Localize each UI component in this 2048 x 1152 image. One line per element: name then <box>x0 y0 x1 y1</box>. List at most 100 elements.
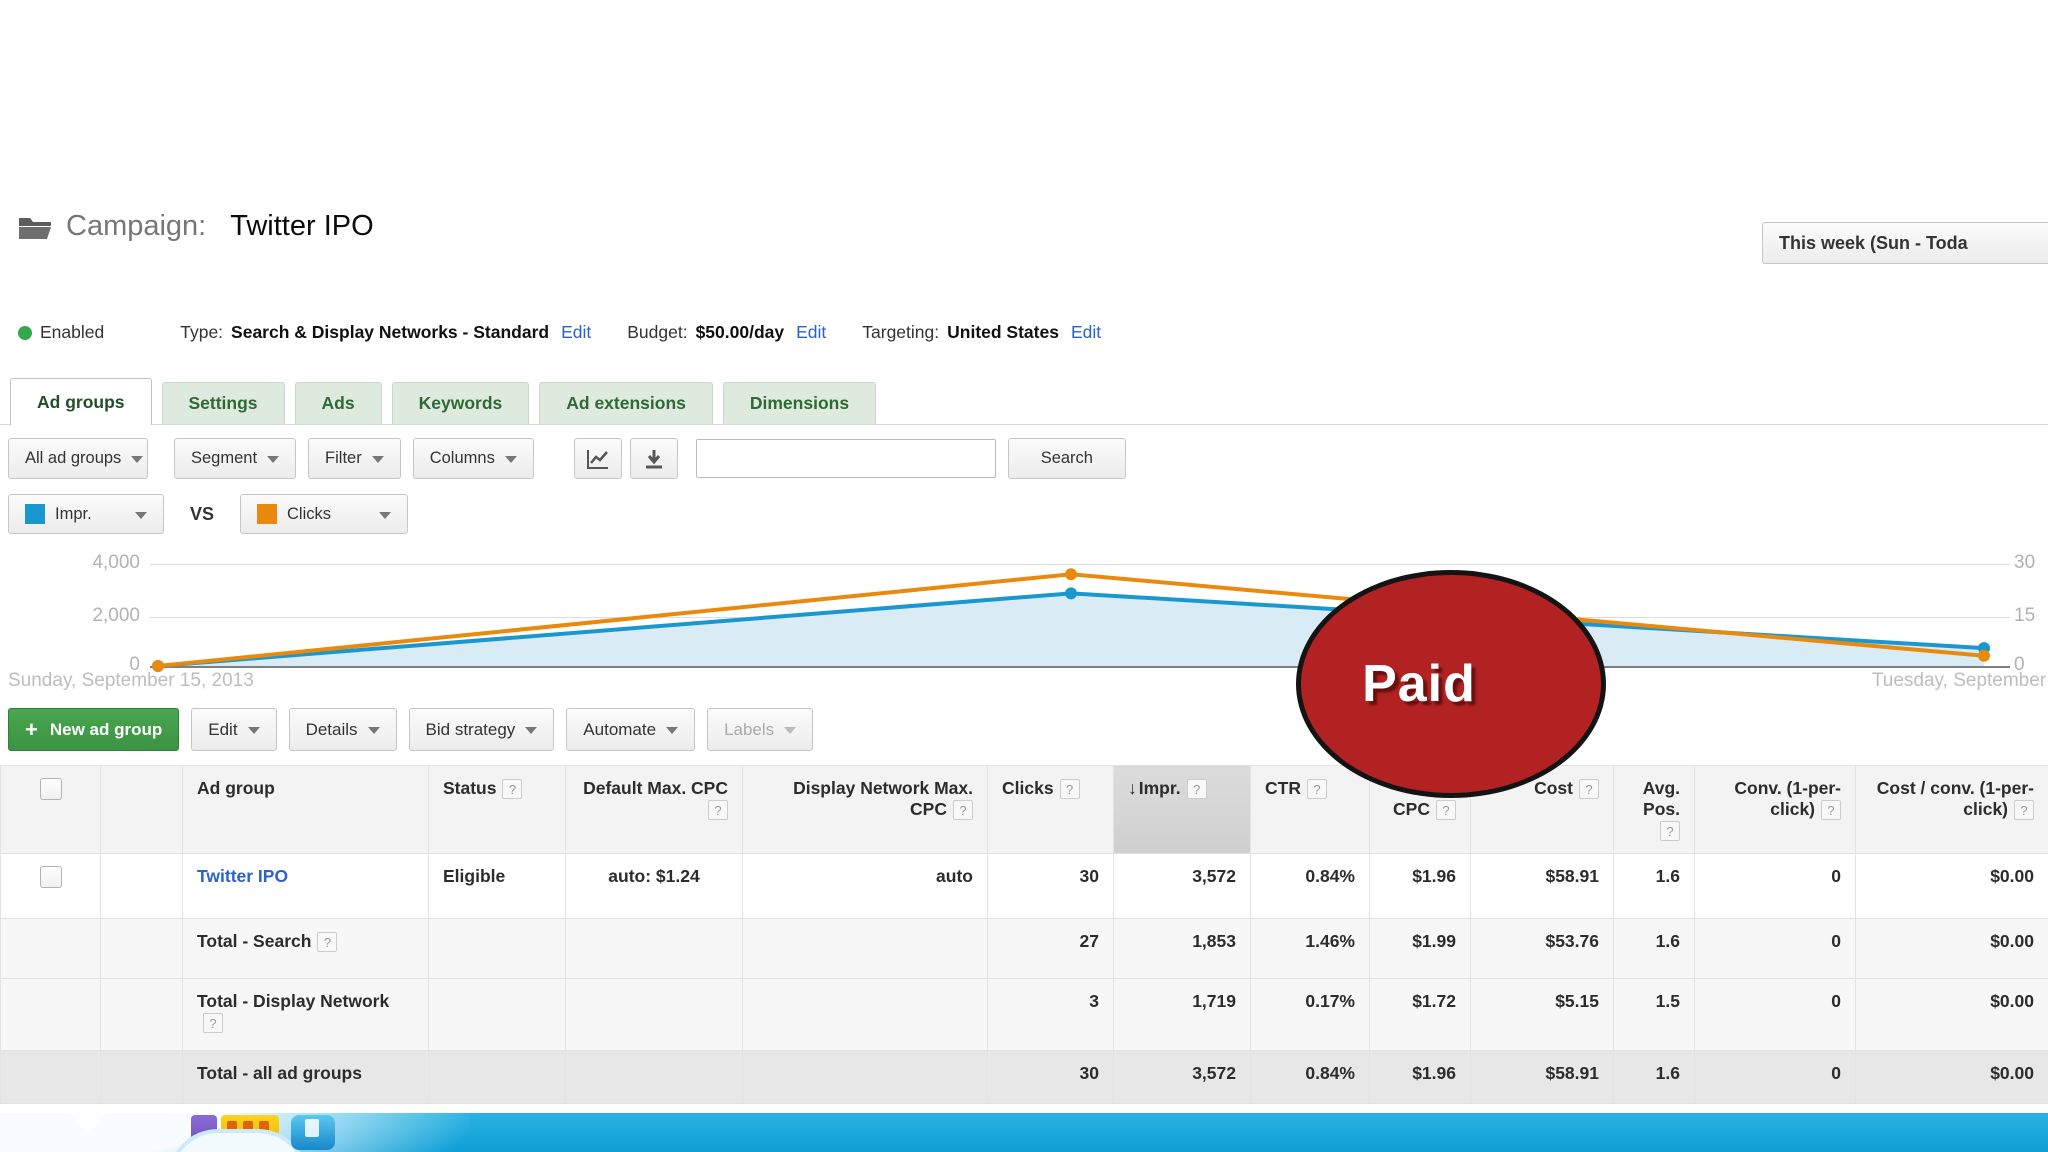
campaign-targeting: Targeting: United States Edit <box>862 322 1101 343</box>
col-header-ctr[interactable]: CTR? <box>1250 765 1370 854</box>
chevron-down-icon <box>267 456 280 463</box>
table-header-row: Ad group Status? Default Max. CPC? Displ… <box>0 765 2048 854</box>
y-axis-left-tick: 2,000 <box>92 605 140 626</box>
avg-cpc-cell: $1.72 <box>1369 978 1471 1051</box>
date-range-label: This week (Sun - Toda <box>1779 232 1968 253</box>
metric-left-dropdown[interactable]: Impr. <box>8 494 164 534</box>
help-icon[interactable]: ? <box>1186 779 1207 799</box>
clicks-cell: 3 <box>987 978 1114 1051</box>
tab-keywords[interactable]: Keywords <box>391 382 530 424</box>
tab-ad-groups[interactable]: Ad groups <box>10 378 152 425</box>
help-icon[interactable]: ? <box>1436 800 1456 820</box>
clicks-cell: 27 <box>987 918 1114 979</box>
details-dropdown[interactable]: Details <box>288 708 397 751</box>
ad-group-name-cell: Twitter IPO <box>182 853 429 919</box>
scope-dropdown[interactable]: All ad groups <box>8 438 148 479</box>
targeting-label: Targeting: <box>862 322 940 342</box>
search-button[interactable]: Search <box>1007 438 1126 479</box>
help-icon[interactable]: ? <box>2014 800 2034 820</box>
conv-cell: 0 <box>1694 853 1856 919</box>
x-axis-label-end: Tuesday, September 1 <box>1871 670 2048 691</box>
col-header-default-max-cpc[interactable]: Default Max. CPC? <box>565 765 743 854</box>
header-checkbox-cell <box>0 765 101 854</box>
x-axis-label-start: Sunday, September 15, 2013 <box>8 670 254 691</box>
ctr-cell: 0.84% <box>1250 853 1370 919</box>
help-icon[interactable]: ? <box>1306 779 1327 799</box>
segment-dropdown[interactable]: Segment <box>174 438 297 479</box>
new-ad-group-button[interactable]: + New ad group <box>8 708 180 751</box>
col-header-avg-pos[interactable]: Avg. Pos.? <box>1613 765 1695 854</box>
avg-pos-cell: 1.6 <box>1613 853 1695 919</box>
line-chart-icon <box>586 449 608 469</box>
tab-dimensions[interactable]: Dimensions <box>722 382 877 424</box>
gridline <box>150 564 2010 565</box>
cost-cell: $5.15 <box>1470 978 1614 1051</box>
col-header-status[interactable]: Status? <box>428 765 566 854</box>
help-icon[interactable]: ? <box>1821 800 1841 820</box>
download-button[interactable] <box>629 438 678 479</box>
impr-cell: 3,572 <box>1113 853 1251 919</box>
avg-cpc-cell: $1.96 <box>1369 1050 1471 1104</box>
y-axis-left-tick: 4,000 <box>92 552 140 573</box>
y-axis-right-tick: 30 <box>2014 552 2036 573</box>
chart-toggle-button[interactable] <box>573 438 622 479</box>
paid-annotation-label: Paid <box>1362 655 1476 713</box>
total-search-label-cell: Total - Search? <box>182 918 429 979</box>
table-action-bar: + New ad group Edit Details Bid strategy… <box>8 708 825 751</box>
help-icon[interactable]: ? <box>203 1013 223 1033</box>
metric-right-dropdown[interactable]: Clicks <box>240 494 409 534</box>
columns-dropdown[interactable]: Columns <box>412 438 534 479</box>
default-max-cpc-cell: auto: $1.24 <box>565 853 743 919</box>
ad-group-link[interactable]: Twitter IPO <box>197 866 289 886</box>
help-icon[interactable]: ? <box>708 800 728 820</box>
automate-dropdown[interactable]: Automate <box>566 708 696 751</box>
edit-dropdown[interactable]: Edit <box>191 708 277 751</box>
labels-dropdown-disabled: Labels <box>707 708 814 751</box>
help-icon[interactable]: ? <box>1660 821 1680 841</box>
col-header-clicks[interactable]: Clicks? <box>987 765 1114 854</box>
tab-ad-extensions[interactable]: Ad extensions <box>539 382 713 424</box>
x-axis-line <box>150 666 2010 668</box>
tab-settings[interactable]: Settings <box>161 382 285 424</box>
help-icon[interactable]: ? <box>502 779 523 799</box>
table-row-total-search: Total - Search? 27 1,853 1.46% $1.99 $53… <box>0 918 2048 979</box>
y-axis-right-tick: 0 <box>2014 654 2025 675</box>
edit-budget-link[interactable]: Edit <box>796 322 827 342</box>
campaign-status-bar: Enabled Type: Search & Display Networks … <box>18 322 1101 343</box>
cost-cell: $53.76 <box>1470 918 1614 979</box>
col-header-conv[interactable]: Conv. (1-per-click)? <box>1694 765 1856 854</box>
trend-chart-svg <box>152 568 1990 672</box>
bid-strategy-dropdown[interactable]: Bid strategy <box>408 708 555 751</box>
help-icon[interactable]: ? <box>953 800 973 820</box>
paid-annotation-ellipse: Paid <box>1296 570 1606 798</box>
chevron-down-icon <box>504 456 517 463</box>
y-axis-left-tick: 0 <box>129 654 140 675</box>
y-axis-right-tick: 15 <box>2014 605 2036 626</box>
col-header-impr-sorted[interactable]: ↓ Impr.? <box>1113 765 1251 854</box>
row-checkbox[interactable] <box>39 866 62 888</box>
status-cell: Eligible <box>428 853 566 919</box>
toolbar: All ad groups Segment Filter Columns Sea… <box>8 438 1126 479</box>
date-range-button[interactable]: This week (Sun - Toda <box>1762 222 2048 264</box>
table-row-total-all: Total - all ad groups 30 3,572 0.84% $1.… <box>0 1050 2048 1104</box>
search-input[interactable] <box>695 439 996 478</box>
budget-value: $50.00/day <box>695 322 785 342</box>
edit-targeting-link[interactable]: Edit <box>1070 322 1102 342</box>
budget-label: Budget: <box>627 322 688 342</box>
edit-type-link[interactable]: Edit <box>561 322 592 342</box>
col-header-ad-group[interactable]: Ad group <box>182 765 429 854</box>
campaign-header: Campaign: Twitter IPO <box>18 210 374 243</box>
col-header-cost-conv[interactable]: Cost / conv. (1-per-click)? <box>1855 765 2048 854</box>
help-icon[interactable]: ? <box>317 932 338 952</box>
col-header-display-network-max-cpc[interactable]: Display Network Max. CPC? <box>742 765 988 854</box>
help-icon[interactable]: ? <box>1579 779 1599 799</box>
cost-conv-cell: $0.00 <box>1855 1050 2048 1104</box>
ctr-cell: 0.17% <box>1250 978 1370 1051</box>
chevron-down-icon <box>784 727 797 734</box>
help-icon[interactable]: ? <box>1059 779 1080 799</box>
conv-cell: 0 <box>1694 918 1856 979</box>
cost-cell: $58.91 <box>1470 1050 1614 1104</box>
select-all-checkbox[interactable] <box>39 778 62 800</box>
filter-dropdown[interactable]: Filter <box>308 438 401 479</box>
tab-ads[interactable]: Ads <box>294 382 382 424</box>
